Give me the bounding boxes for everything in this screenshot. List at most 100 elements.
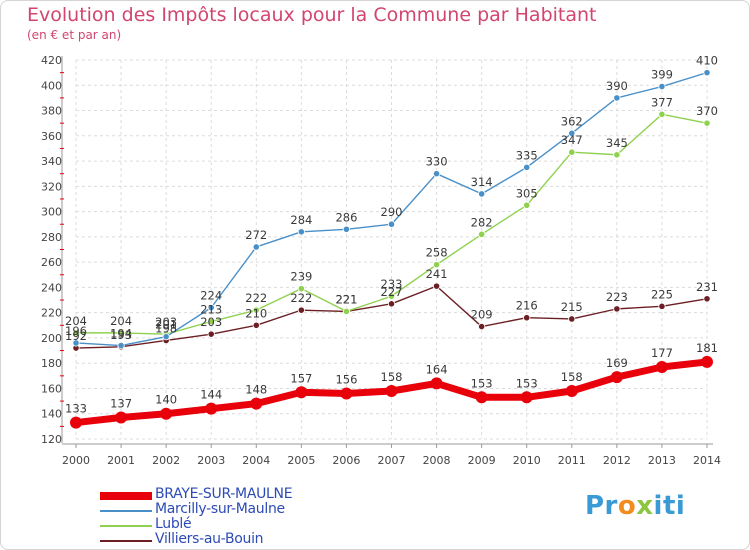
data-point	[385, 384, 398, 397]
data-label: 335	[516, 148, 538, 162]
data-label: 330	[426, 155, 448, 169]
data-label: 286	[335, 210, 357, 224]
legend-swatch	[100, 510, 152, 512]
y-tick-label: 200	[41, 332, 62, 345]
y-tick-label: 220	[41, 307, 62, 320]
legend-label: Marcilly-sur-Maulne	[155, 501, 285, 517]
data-label: 169	[606, 356, 628, 370]
x-tick-label: 2009	[468, 454, 496, 467]
y-tick-label: 300	[41, 206, 62, 219]
data-label: 345	[606, 136, 628, 150]
proxiti-logo: Proxiti	[585, 491, 686, 521]
y-tick-label: 280	[41, 231, 62, 244]
data-label: 204	[65, 314, 87, 328]
data-label: 258	[426, 246, 448, 260]
data-label: 290	[381, 205, 403, 219]
data-label: 209	[471, 308, 493, 322]
y-tick-label: 120	[41, 433, 62, 446]
data-point	[387, 220, 396, 228]
data-label: 377	[651, 95, 673, 109]
data-label: 305	[516, 186, 538, 200]
y-tick-label: 260	[41, 256, 62, 269]
data-point	[387, 300, 396, 308]
y-tick-label: 380	[41, 105, 62, 118]
data-label: 223	[606, 290, 628, 304]
data-label: 225	[651, 287, 673, 301]
x-tick-label: 2001	[107, 454, 135, 467]
y-tick-label: 180	[41, 357, 62, 370]
data-label: 216	[516, 299, 538, 313]
data-point	[523, 314, 531, 322]
data-label: 231	[696, 280, 718, 294]
data-label: 233	[381, 277, 403, 291]
y-tick-label: 140	[41, 408, 62, 421]
x-tick-label: 2006	[332, 454, 360, 467]
data-label: 215	[561, 300, 583, 314]
data-label: 158	[561, 370, 583, 384]
data-label: 157	[290, 371, 312, 385]
legend-label: Villiers-au-Bouin	[155, 531, 264, 547]
data-point	[658, 82, 666, 91]
data-point	[250, 397, 263, 410]
data-point	[655, 360, 668, 373]
data-point	[475, 391, 488, 404]
data-point	[207, 317, 215, 326]
data-label: 239	[290, 270, 312, 284]
data-point	[342, 225, 351, 233]
data-point	[613, 305, 621, 313]
data-label: 140	[155, 393, 177, 407]
data-label: 284	[290, 213, 312, 227]
data-point	[340, 387, 353, 400]
y-tick-label: 320	[41, 180, 62, 193]
y-tick-label: 160	[41, 382, 62, 395]
y-tick-label: 400	[41, 79, 62, 92]
x-tick-label: 2010	[513, 454, 541, 467]
data-point	[387, 292, 396, 300]
data-label: 193	[110, 328, 132, 342]
data-label: 410	[696, 54, 718, 68]
data-label: 156	[335, 373, 357, 387]
y-tick-label: 360	[41, 130, 62, 143]
x-tick-label: 2007	[378, 454, 406, 467]
chart-title: Evolution des Impôts locaux pour la Comm…	[27, 4, 597, 26]
data-label: 153	[516, 376, 538, 390]
data-point	[432, 282, 441, 290]
data-point	[658, 110, 666, 118]
legend-swatch	[100, 492, 152, 500]
data-point	[297, 228, 305, 236]
data-label: 153	[471, 376, 493, 390]
data-point	[430, 377, 443, 390]
data-point	[252, 306, 260, 314]
data-label: 221	[335, 292, 357, 306]
x-tick-label: 2005	[287, 454, 315, 467]
data-label: 241	[426, 267, 448, 281]
legend-swatch	[100, 525, 152, 527]
data-label: 196	[65, 324, 87, 338]
legend-label: BRAYE-SUR-MAULNE	[155, 486, 293, 502]
x-tick-label: 2014	[693, 454, 721, 467]
data-point	[297, 285, 305, 293]
data-label: 203	[200, 315, 222, 329]
data-point	[207, 330, 215, 338]
data-point	[342, 307, 351, 316]
data-label: 181	[696, 341, 718, 355]
data-point	[295, 386, 308, 399]
y-tick-label: 340	[41, 155, 62, 168]
x-tick-label: 2012	[603, 454, 631, 467]
data-point	[162, 333, 170, 341]
data-point	[658, 302, 666, 310]
data-point	[703, 295, 711, 303]
data-label: 192	[65, 329, 87, 343]
data-label: 399	[651, 68, 673, 82]
data-point	[478, 230, 486, 238]
data-label: 201	[155, 318, 177, 332]
data-point	[205, 402, 218, 415]
data-point	[115, 411, 128, 424]
data-point	[478, 190, 486, 198]
data-label: 347	[561, 133, 583, 147]
data-point	[70, 416, 82, 429]
data-label: 137	[110, 397, 132, 411]
data-label: 144	[200, 388, 222, 402]
data-label: 314	[471, 175, 493, 189]
